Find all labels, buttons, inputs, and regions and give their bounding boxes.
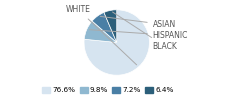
Wedge shape (104, 10, 117, 42)
Text: HISPANIC: HISPANIC (90, 30, 188, 40)
Text: WHITE: WHITE (66, 5, 137, 65)
Wedge shape (92, 12, 117, 42)
Legend: 76.6%, 9.8%, 7.2%, 6.4%: 76.6%, 9.8%, 7.2%, 6.4% (39, 84, 177, 96)
Text: ASIAN: ASIAN (100, 16, 176, 29)
Text: BLACK: BLACK (113, 12, 178, 51)
Wedge shape (84, 21, 117, 42)
Wedge shape (84, 10, 150, 75)
